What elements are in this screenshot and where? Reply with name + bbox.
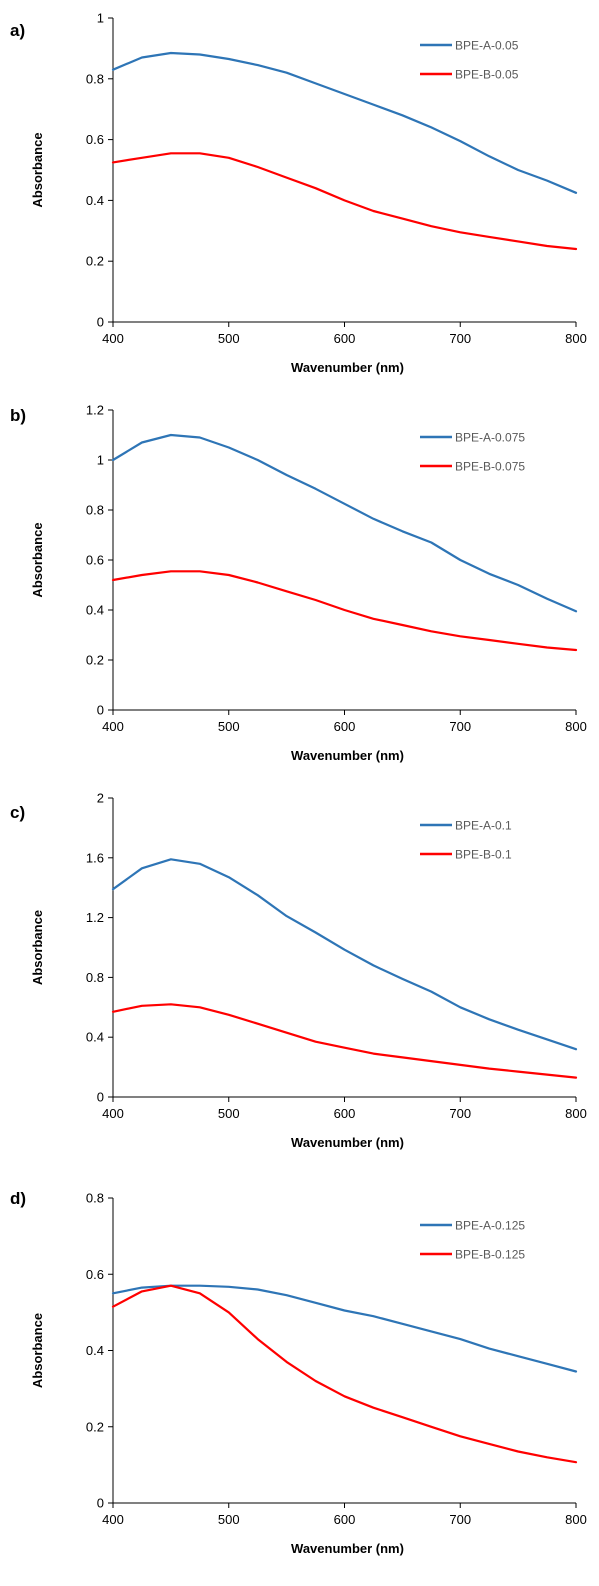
legend-label: BPE-B-0.05	[455, 68, 519, 82]
chart-panel-1: a) 0 0.2 0.4 0.6 0.8 1 400 500 600 700 800 Wavenumbe…	[10, 11, 587, 376]
x-tick-label: 600	[334, 331, 356, 346]
series-line-bpe-a-0-05	[111, 51, 578, 194]
series-line-bpe-b-0-075	[111, 570, 578, 652]
y-tick-label: 1.2	[86, 910, 104, 925]
x-tick-label: 700	[449, 1512, 471, 1527]
x-tick-label: 600	[334, 719, 356, 734]
legend-label: BPE-A-0.05	[455, 39, 519, 53]
x-tick-label: 500	[218, 719, 240, 734]
y-tick-label: 0.2	[86, 653, 104, 668]
x-tick-label: 500	[218, 1512, 240, 1527]
x-tick-label: 800	[565, 719, 587, 734]
y-tick-label: 1.6	[86, 850, 104, 865]
x-tick-label: 800	[565, 331, 587, 346]
panel-label: d)	[10, 1189, 26, 1208]
legend-label: BPE-A-0.1	[455, 819, 512, 833]
x-tick-label: 500	[218, 1106, 240, 1121]
y-tick-label: 0.6	[86, 553, 104, 568]
x-axis-title: Wavenumber (nm)	[291, 1135, 404, 1150]
x-tick-label: 400	[102, 331, 124, 346]
chart-panel-3: c) 0 0.4 0.8 1.2 1.6 2 400 500 600 700 800 Wavenumbe…	[10, 791, 587, 1151]
panel-label: a)	[10, 21, 25, 40]
y-tick-label: 0	[97, 1090, 104, 1105]
y-axis-title: Absorbance	[30, 522, 45, 597]
y-tick-label: 0	[97, 703, 104, 718]
x-axis-title: Wavenumber (nm)	[291, 1541, 404, 1556]
panel-label: b)	[10, 406, 26, 425]
y-tick-label: 2	[97, 791, 104, 806]
series-line-bpe-b-0-1	[111, 1003, 578, 1079]
x-tick-label: 700	[449, 331, 471, 346]
x-tick-label: 800	[565, 1106, 587, 1121]
legend-label: BPE-B-0.075	[455, 460, 525, 474]
x-tick-label: 700	[449, 1106, 471, 1121]
legend-label: BPE-B-0.125	[455, 1248, 525, 1262]
series-line-bpe-b-0-125	[111, 1284, 578, 1464]
y-tick-label: 0	[97, 1496, 104, 1511]
x-tick-label: 500	[218, 331, 240, 346]
series-line-bpe-b-0-05	[111, 152, 578, 251]
y-tick-label: 0.6	[86, 1267, 104, 1282]
x-tick-label: 400	[102, 1106, 124, 1121]
series-line-bpe-a-0-125	[111, 1284, 578, 1373]
y-tick-label: 0.4	[86, 603, 104, 618]
x-tick-label: 600	[334, 1106, 356, 1121]
y-axis-title: Absorbance	[30, 132, 45, 207]
y-tick-label: 0.8	[86, 503, 104, 518]
y-tick-label: 0.4	[86, 1030, 104, 1045]
y-axis-title: Absorbance	[30, 1313, 45, 1388]
y-tick-label: 1	[97, 453, 104, 468]
y-tick-label: 0.4	[86, 193, 104, 208]
y-tick-label: 0.2	[86, 1419, 104, 1434]
y-tick-label: 0.8	[86, 71, 104, 86]
y-tick-label: 0.4	[86, 1343, 104, 1358]
x-tick-label: 700	[449, 719, 471, 734]
y-tick-label: 0.8	[86, 1191, 104, 1206]
x-axis-title: Wavenumber (nm)	[291, 360, 404, 375]
x-axis-title: Wavenumber (nm)	[291, 748, 404, 763]
chart-panel-4: d) 0 0.2 0.4 0.6 0.8 400 500 600 700 800 Wavenumber…	[10, 1189, 587, 1556]
y-tick-label: 0.8	[86, 970, 104, 985]
x-tick-label: 400	[102, 719, 124, 734]
panel-label: c)	[10, 803, 25, 822]
legend-label: BPE-B-0.1	[455, 848, 512, 862]
y-tick-label: 0	[97, 315, 104, 330]
x-tick-label: 400	[102, 1512, 124, 1527]
y-axis-title: Absorbance	[30, 910, 45, 985]
y-tick-label: 0.6	[86, 132, 104, 147]
series-line-bpe-a-0-075	[111, 433, 578, 613]
y-tick-label: 0.2	[86, 254, 104, 269]
y-tick-label: 1.2	[86, 403, 104, 418]
series-line-bpe-a-0-1	[111, 858, 578, 1051]
x-tick-label: 800	[565, 1512, 587, 1527]
y-tick-label: 1	[97, 11, 104, 26]
legend-label: BPE-A-0.075	[455, 431, 525, 445]
chart-panel-2: b) 0 0.2 0.4 0.6 0.8 1 1.2 400 500 600 700 800 Wavenu…	[10, 403, 587, 764]
x-tick-label: 600	[334, 1512, 356, 1527]
legend-label: BPE-A-0.125	[455, 1219, 525, 1233]
